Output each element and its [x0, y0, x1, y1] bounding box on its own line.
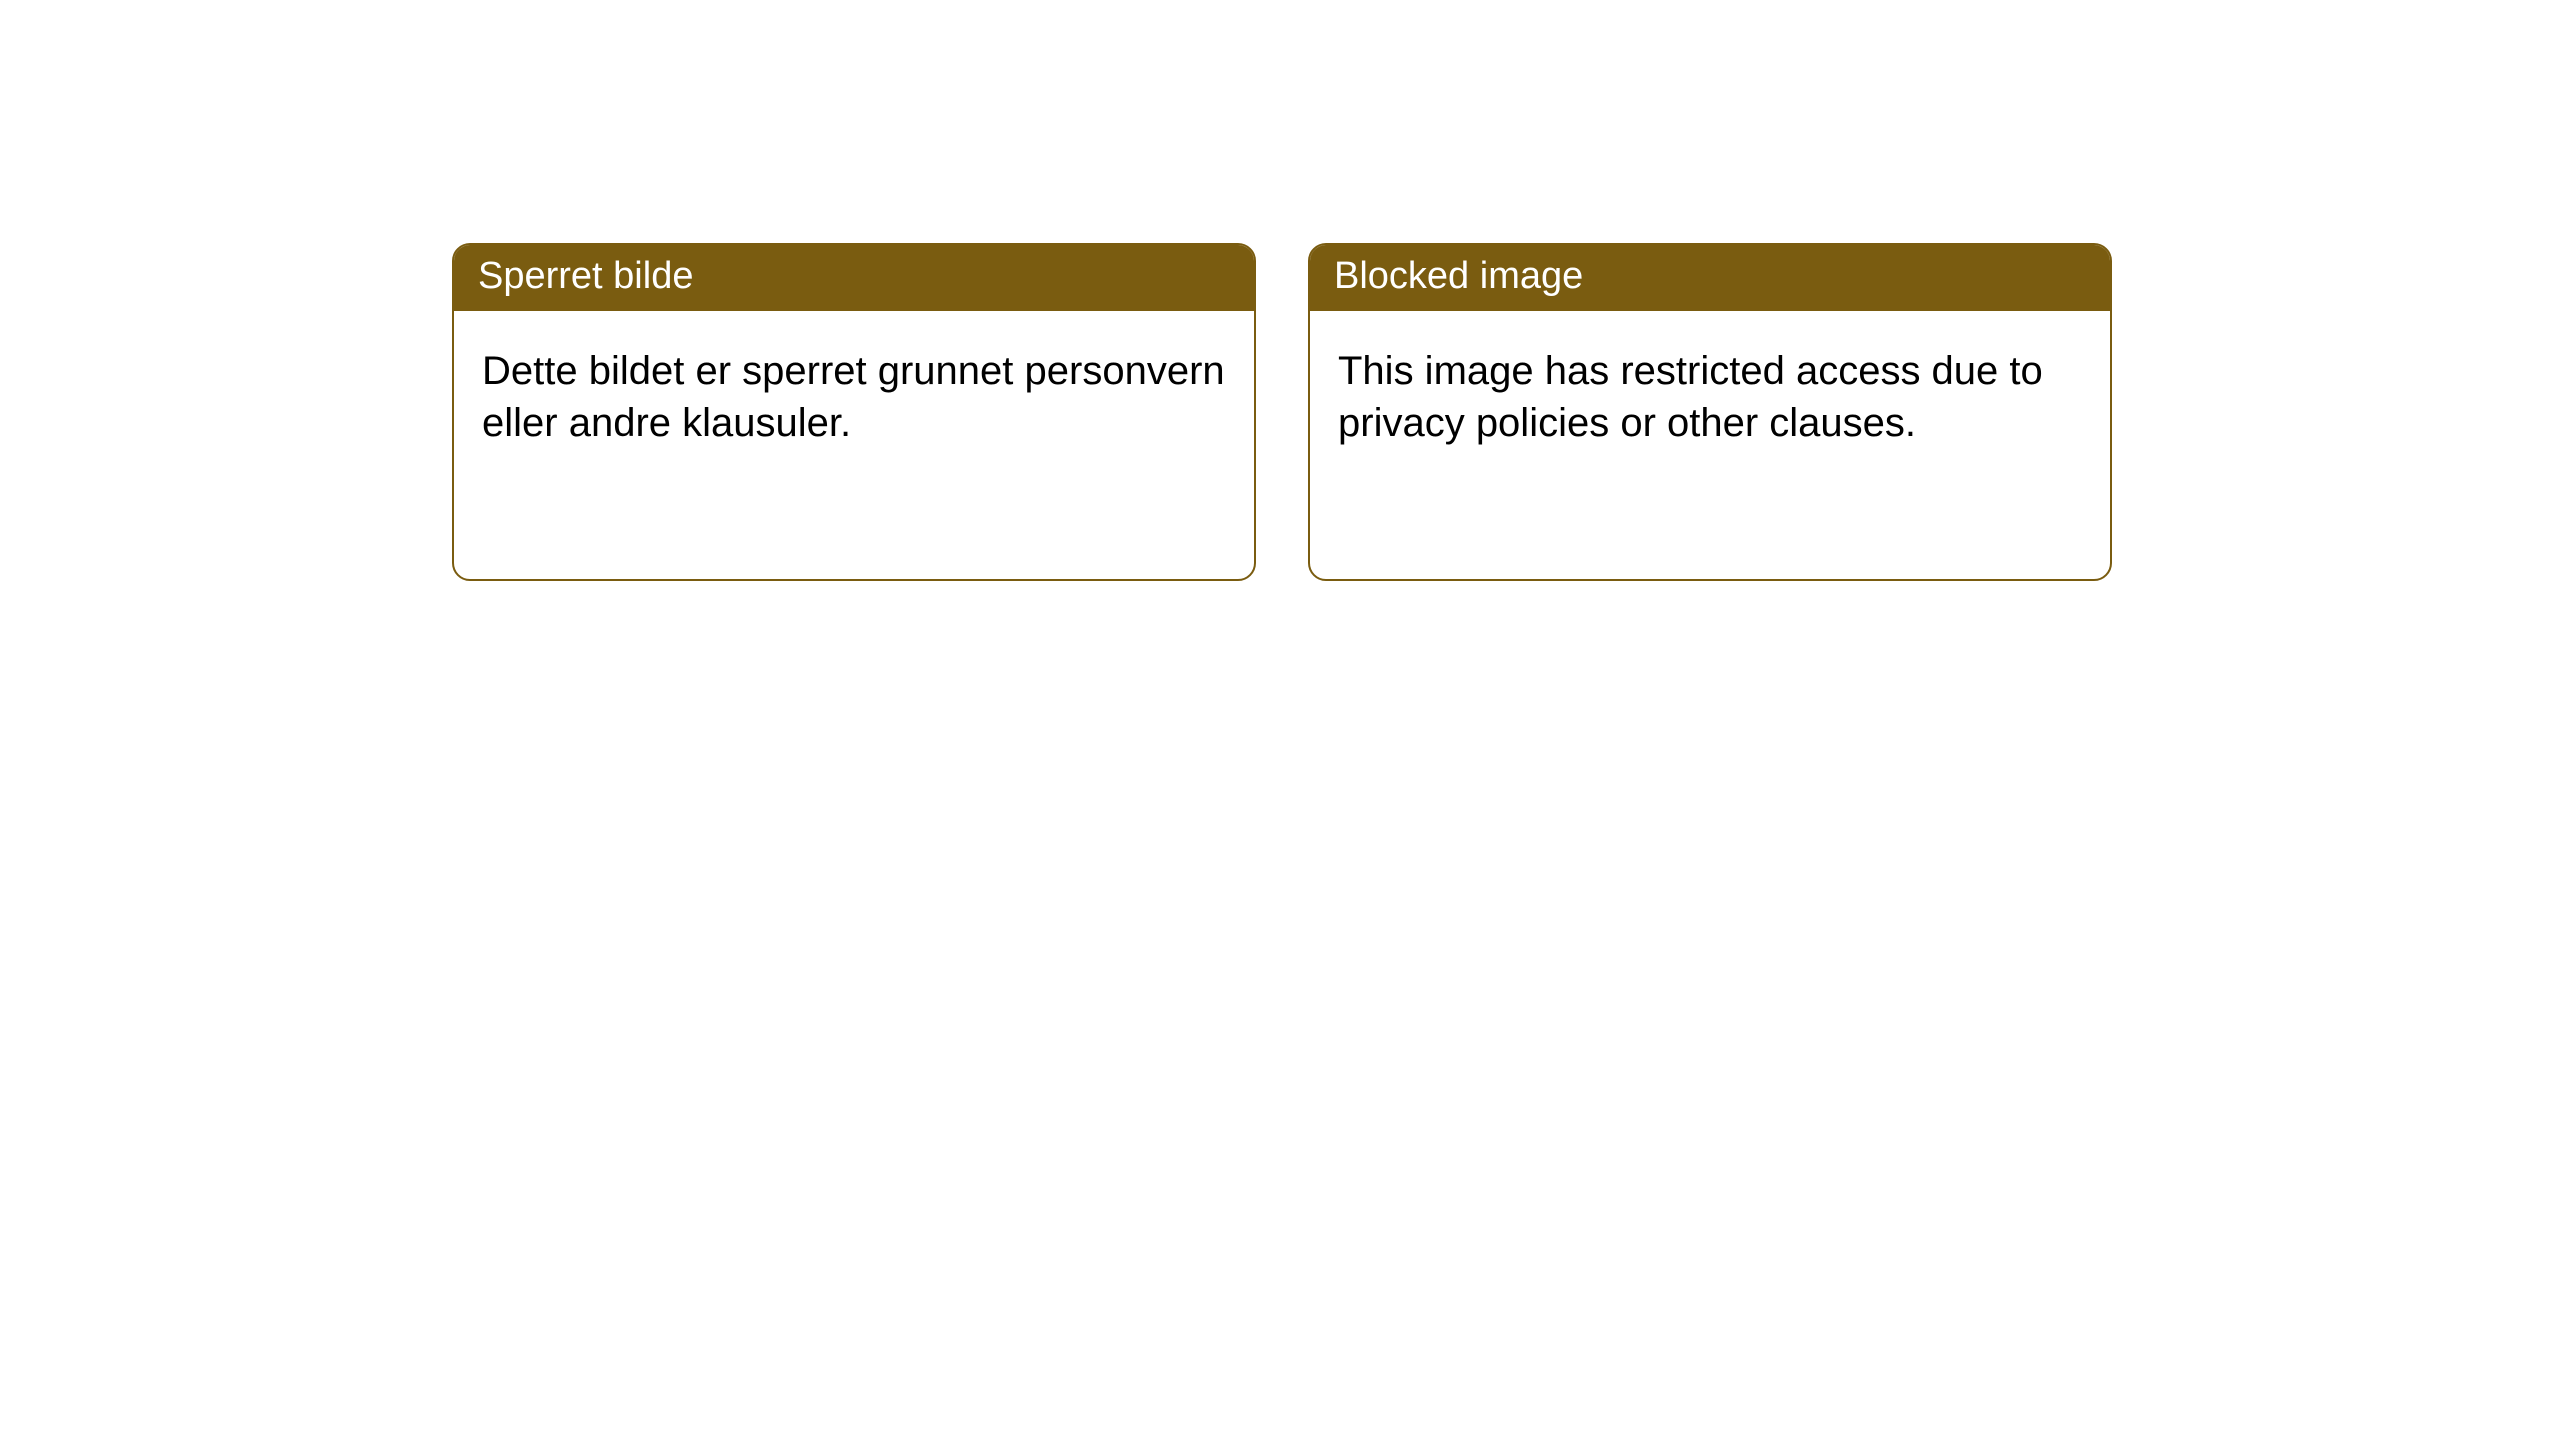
notice-container: Sperret bilde Dette bildet er sperret gr… — [0, 0, 2560, 581]
card-body-text: This image has restricted access due to … — [1310, 311, 2110, 483]
blocked-image-card-no: Sperret bilde Dette bildet er sperret gr… — [452, 243, 1256, 581]
card-title: Blocked image — [1310, 245, 2110, 311]
blocked-image-card-en: Blocked image This image has restricted … — [1308, 243, 2112, 581]
card-body-text: Dette bildet er sperret grunnet personve… — [454, 311, 1254, 483]
card-title: Sperret bilde — [454, 245, 1254, 311]
